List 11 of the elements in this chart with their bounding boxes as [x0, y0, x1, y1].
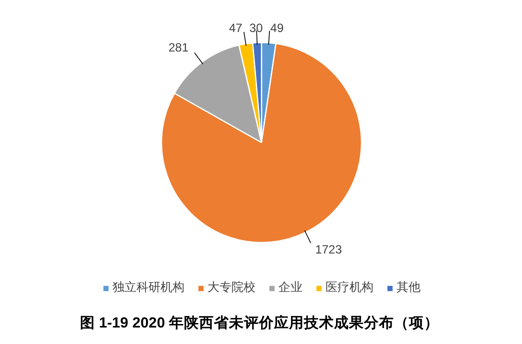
- data-label: 49: [270, 21, 284, 35]
- data-label: 1723: [315, 242, 342, 257]
- legend-label: 独立科研机构: [112, 279, 184, 296]
- legend-label: 其他: [396, 279, 420, 296]
- legend-label: 大专院校: [208, 279, 256, 296]
- legend-label: 企业: [278, 279, 302, 296]
- data-label: 47: [228, 21, 243, 35]
- data-label: 281: [168, 40, 189, 54]
- text: 图 1-19 2020 年陕西省未评价应用技术成果分布（项）: [80, 314, 440, 332]
- legend-label: 医疗机构: [326, 279, 374, 296]
- data-label: 30: [249, 21, 264, 35]
